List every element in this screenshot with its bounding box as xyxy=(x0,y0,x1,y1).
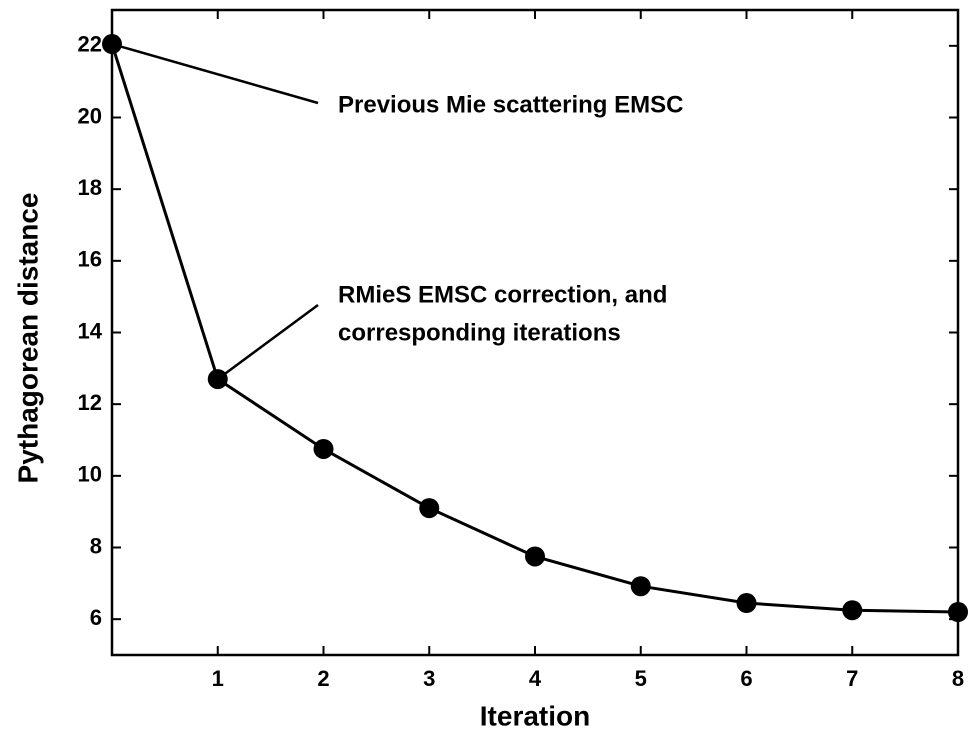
x-tick-label: 7 xyxy=(846,666,858,691)
y-tick-label: 8 xyxy=(90,533,102,558)
annotation-pointer xyxy=(111,42,319,105)
annotation: RMieS EMSC correction, and xyxy=(338,281,667,308)
y-tick-label: 18 xyxy=(78,175,102,200)
annotation-pointer xyxy=(217,303,319,381)
x-tick-label: 1 xyxy=(212,666,224,691)
x-axis-label: Iteration xyxy=(480,700,590,731)
y-tick-label: 10 xyxy=(78,462,102,487)
data-point xyxy=(948,602,968,622)
x-tick-label: 4 xyxy=(529,666,542,691)
y-tick-label: 22 xyxy=(78,32,102,57)
y-tick-label: 20 xyxy=(78,103,102,128)
x-tick-label: 8 xyxy=(952,666,964,691)
data-point xyxy=(419,498,440,519)
annotation: corresponding iterations xyxy=(338,319,621,346)
data-point xyxy=(525,546,545,567)
y-tick-label: 12 xyxy=(78,390,102,415)
data-point xyxy=(842,600,863,621)
y-tick-label: 16 xyxy=(78,247,102,272)
data-point xyxy=(736,593,757,614)
data-point xyxy=(313,438,334,459)
x-tick-label: 3 xyxy=(423,666,435,691)
annotation: Previous Mie scattering EMSC xyxy=(338,91,683,118)
x-tick-label: 2 xyxy=(317,666,329,691)
x-tick-label: 6 xyxy=(740,666,752,691)
y-tick-label: 6 xyxy=(90,605,102,630)
y-axis-label: Pythagorean distance xyxy=(12,193,43,484)
y-tick-label: 14 xyxy=(78,318,103,343)
x-tick-label: 5 xyxy=(635,666,647,691)
data-point xyxy=(630,576,651,597)
